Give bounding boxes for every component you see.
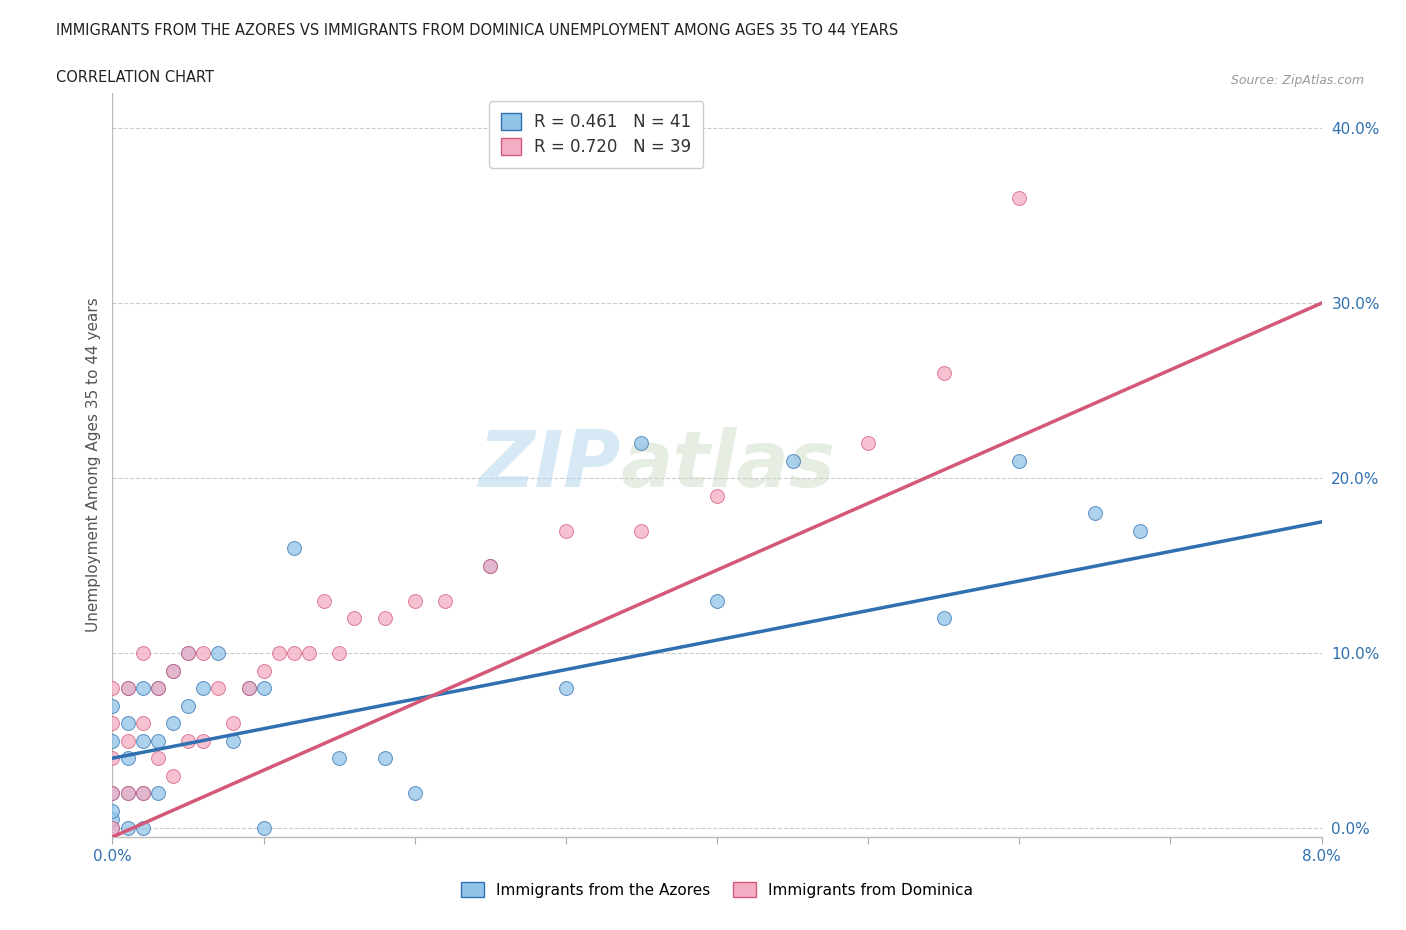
Point — [101, 821, 124, 836]
Point — [101, 812, 124, 827]
Point — [1008, 453, 1031, 468]
Point — [1008, 191, 1031, 206]
Point — [207, 681, 229, 696]
Point — [132, 786, 155, 801]
Point — [253, 821, 276, 836]
Point — [146, 733, 169, 748]
Point — [706, 593, 728, 608]
Point — [373, 611, 396, 626]
Text: CORRELATION CHART: CORRELATION CHART — [56, 70, 214, 85]
Point — [101, 751, 124, 765]
Point — [932, 611, 955, 626]
Point — [856, 435, 880, 450]
Point — [222, 716, 245, 731]
Point — [132, 821, 155, 836]
Point — [146, 751, 169, 765]
Y-axis label: Unemployment Among Ages 35 to 44 years: Unemployment Among Ages 35 to 44 years — [86, 298, 101, 632]
Point — [117, 786, 139, 801]
Point — [132, 681, 155, 696]
Point — [630, 435, 652, 450]
Point — [191, 733, 215, 748]
Text: ZIP: ZIP — [478, 427, 620, 503]
Legend: Immigrants from the Azores, Immigrants from Dominica: Immigrants from the Azores, Immigrants f… — [454, 875, 980, 904]
Point — [222, 733, 245, 748]
Point — [343, 611, 366, 626]
Point — [117, 681, 139, 696]
Point — [328, 751, 350, 765]
Point — [479, 558, 502, 573]
Point — [554, 524, 576, 538]
Point — [101, 786, 124, 801]
Point — [146, 681, 169, 696]
Point — [177, 645, 200, 660]
Point — [1129, 524, 1152, 538]
Point — [117, 821, 139, 836]
Point — [207, 645, 229, 660]
Point — [117, 786, 139, 801]
Point — [191, 681, 215, 696]
Point — [782, 453, 804, 468]
Point — [117, 733, 139, 748]
Point — [404, 593, 426, 608]
Text: atlas: atlas — [620, 427, 835, 503]
Point — [101, 804, 124, 818]
Point — [238, 681, 260, 696]
Point — [433, 593, 456, 608]
Point — [146, 681, 169, 696]
Text: IMMIGRANTS FROM THE AZORES VS IMMIGRANTS FROM DOMINICA UNEMPLOYMENT AMONG AGES 3: IMMIGRANTS FROM THE AZORES VS IMMIGRANTS… — [56, 23, 898, 38]
Point — [373, 751, 396, 765]
Point — [117, 751, 139, 765]
Point — [630, 524, 652, 538]
Point — [404, 786, 426, 801]
Point — [101, 821, 124, 836]
Point — [479, 558, 502, 573]
Text: Source: ZipAtlas.com: Source: ZipAtlas.com — [1230, 74, 1364, 87]
Point — [146, 786, 169, 801]
Point — [117, 716, 139, 731]
Point — [253, 681, 276, 696]
Point — [101, 786, 124, 801]
Point — [177, 698, 200, 713]
Point — [132, 645, 155, 660]
Point — [132, 716, 155, 731]
Point — [253, 663, 276, 678]
Point — [706, 488, 728, 503]
Point — [298, 645, 321, 660]
Point — [177, 645, 200, 660]
Point — [162, 716, 184, 731]
Point — [162, 768, 184, 783]
Point — [932, 365, 955, 380]
Point — [283, 540, 305, 555]
Point — [312, 593, 335, 608]
Point — [283, 645, 305, 660]
Point — [191, 645, 215, 660]
Point — [177, 733, 200, 748]
Point — [101, 698, 124, 713]
Point — [101, 733, 124, 748]
Point — [132, 733, 155, 748]
Point — [162, 663, 184, 678]
Point — [554, 681, 576, 696]
Point — [101, 716, 124, 731]
Point — [1084, 506, 1107, 521]
Point — [132, 786, 155, 801]
Point — [267, 645, 290, 660]
Point — [101, 681, 124, 696]
Point — [162, 663, 184, 678]
Point — [328, 645, 350, 660]
Point — [117, 681, 139, 696]
Point — [238, 681, 260, 696]
